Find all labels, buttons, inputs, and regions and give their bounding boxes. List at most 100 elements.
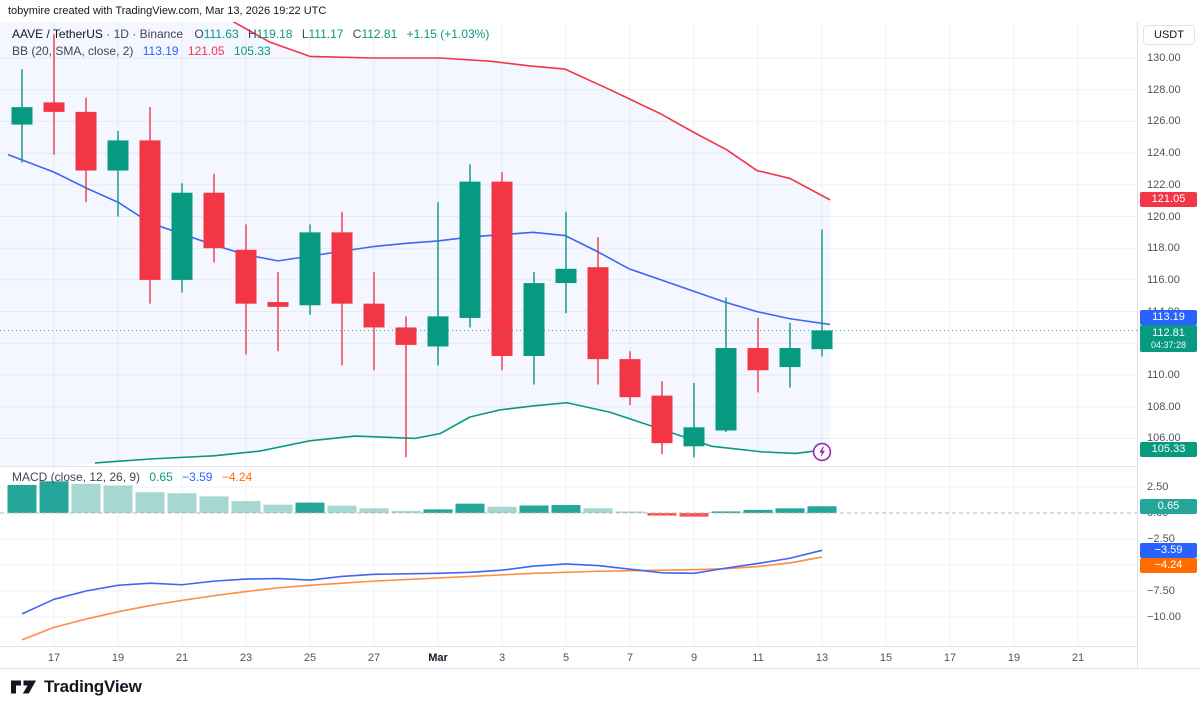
time-axis-top-border — [0, 646, 1200, 647]
symbol-title[interactable]: AAVE / TetherUS — [12, 27, 103, 41]
price-tick-label: 110.00 — [1147, 369, 1180, 381]
macd-histogram-bar — [391, 510, 421, 513]
tradingview-logo-mark — [11, 680, 36, 694]
price-tick-label: 106.00 — [1147, 432, 1181, 445]
chart-bottom-border — [0, 668, 1200, 669]
time-tick-label: 17 — [48, 652, 60, 664]
bb-upper-line — [232, 22, 831, 201]
macd-histogram-bar — [199, 496, 229, 513]
macd-line-value: −3.59 — [182, 470, 213, 484]
price-tick-label: 116.00 — [1147, 273, 1180, 286]
candle-body — [43, 102, 65, 112]
macd-histogram-bar — [135, 492, 165, 513]
macd-histogram-bar — [679, 513, 709, 517]
time-tick-label: 23 — [240, 652, 252, 664]
bb-upper-value: 121.05 — [187, 44, 225, 58]
time-tick-label: Mar — [428, 652, 448, 664]
macd-histogram-bar — [167, 493, 197, 513]
change-value: +1.15 (+1.03%) — [406, 27, 490, 41]
candle-body — [11, 107, 33, 125]
macd-legend: MACD (close, 12, 26, 9) 0.65 −3.59 −4.24 — [12, 470, 252, 484]
candle-body — [427, 316, 449, 347]
candle-body — [491, 181, 513, 356]
candle-body — [683, 427, 705, 447]
candle-body — [747, 348, 769, 371]
open-label: O — [194, 27, 204, 41]
macd-histogram-bar — [615, 511, 645, 513]
time-axis[interactable]: 17 19 21 23 25 27 Mar 3 5 7 9 11 13 15 17 19 21 — [48, 652, 1084, 664]
boost-lightning-icon[interactable] — [812, 442, 832, 467]
close-value: 112.81 — [361, 27, 398, 41]
interval-label[interactable]: 1D — [113, 27, 129, 41]
high-label: H — [247, 27, 257, 41]
macd-line-badge: −3.59 — [1140, 542, 1197, 558]
macd-histogram-bar — [519, 505, 549, 513]
price-tick-label: −2.50 — [1147, 533, 1175, 545]
time-tick-label: 17 — [944, 652, 956, 664]
price-tick-label: 2.50 — [1147, 481, 1169, 493]
candle-body — [235, 249, 257, 304]
chart-canvas[interactable]: 17 19 21 23 25 27 Mar 3 5 7 9 11 13 15 17 19 21 — [0, 0, 1137, 668]
time-tick-label: 13 — [816, 652, 828, 664]
bb-indicator-name[interactable]: BB (20, SMA, close, 2) — [12, 44, 134, 58]
macd-histogram-bar — [487, 506, 517, 513]
macd-histogram-bar — [103, 485, 133, 513]
macd-indicator-name[interactable]: MACD (close, 12, 26, 9) — [12, 470, 141, 484]
price-tick-label: 124.00 — [1147, 147, 1181, 160]
time-tick-label: 7 — [627, 652, 633, 664]
time-tick-label: 3 — [499, 652, 505, 664]
symbol-legend: AAVE / TetherUS · 1D · Binance O111.63 H… — [12, 27, 489, 41]
macd-histogram-bar — [327, 505, 357, 513]
price-tick-label: 122.00 — [1147, 178, 1181, 191]
time-tick-label: 21 — [176, 652, 188, 664]
open-value: 111.63 — [203, 27, 239, 41]
macd-histogram-bar — [551, 504, 581, 513]
price-axis[interactable]: USDT −10.00−7.50−2.500.002.50106.00108.0… — [1137, 22, 1200, 668]
macd-histogram-bar — [295, 502, 325, 513]
candle-body — [363, 303, 385, 328]
legend-separator: · — [132, 27, 137, 41]
currency-toggle-button[interactable]: USDT — [1143, 25, 1195, 45]
candle-body — [107, 140, 129, 171]
macd-signal-value: −4.24 — [221, 470, 253, 484]
low-label: L — [301, 27, 309, 41]
bb-band-fill — [0, 22, 830, 466]
candle-body — [203, 192, 225, 249]
candle-body — [299, 232, 321, 306]
candle-body — [331, 232, 353, 304]
high-value: 119.18 — [256, 27, 293, 41]
time-tick-label: 19 — [1008, 652, 1020, 664]
pane-separator[interactable] — [0, 466, 1200, 467]
price-tick-label: −7.50 — [1147, 585, 1175, 597]
tradingview-logo[interactable]: TradingView — [10, 677, 142, 697]
time-tick-label: 19 — [112, 652, 124, 664]
candle-body — [171, 192, 193, 280]
time-tick-label: 5 — [563, 652, 569, 664]
macd-histogram-bar — [807, 506, 837, 513]
last-price-badge: 112.81 04:37:28 — [1140, 325, 1197, 353]
time-tick-label: 27 — [368, 652, 380, 664]
candle-body — [811, 330, 833, 350]
exchange-label: Binance — [139, 27, 184, 41]
macd-hist-badge: 0.65 — [1140, 498, 1197, 514]
tradingview-logo-text: TradingView — [44, 677, 142, 696]
macd-histogram-bar — [711, 511, 741, 513]
macd-histogram-bar — [423, 509, 453, 513]
candle-body — [267, 302, 289, 307]
price-tick-label: 130.00 — [1147, 52, 1181, 64]
candle-body — [619, 359, 641, 398]
macd-signal-line — [21, 556, 823, 641]
bb-upper-badge: 121.05 — [1140, 192, 1197, 208]
price-tick-label: 118.00 — [1147, 242, 1180, 255]
price-tick-label: −10.00 — [1147, 611, 1181, 623]
macd-hist-value: 0.65 — [149, 470, 173, 484]
macd-pane — [0, 481, 1137, 641]
macd-histogram-bar — [455, 503, 485, 513]
bb-lower-line — [94, 401, 831, 464]
price-tick-label: 108.00 — [1147, 400, 1181, 413]
time-tick-label: 15 — [880, 652, 892, 664]
candle-body — [715, 348, 737, 431]
bb-legend: BB (20, SMA, close, 2) 113.19 121.05 105… — [12, 44, 271, 58]
candle-body — [139, 140, 161, 280]
